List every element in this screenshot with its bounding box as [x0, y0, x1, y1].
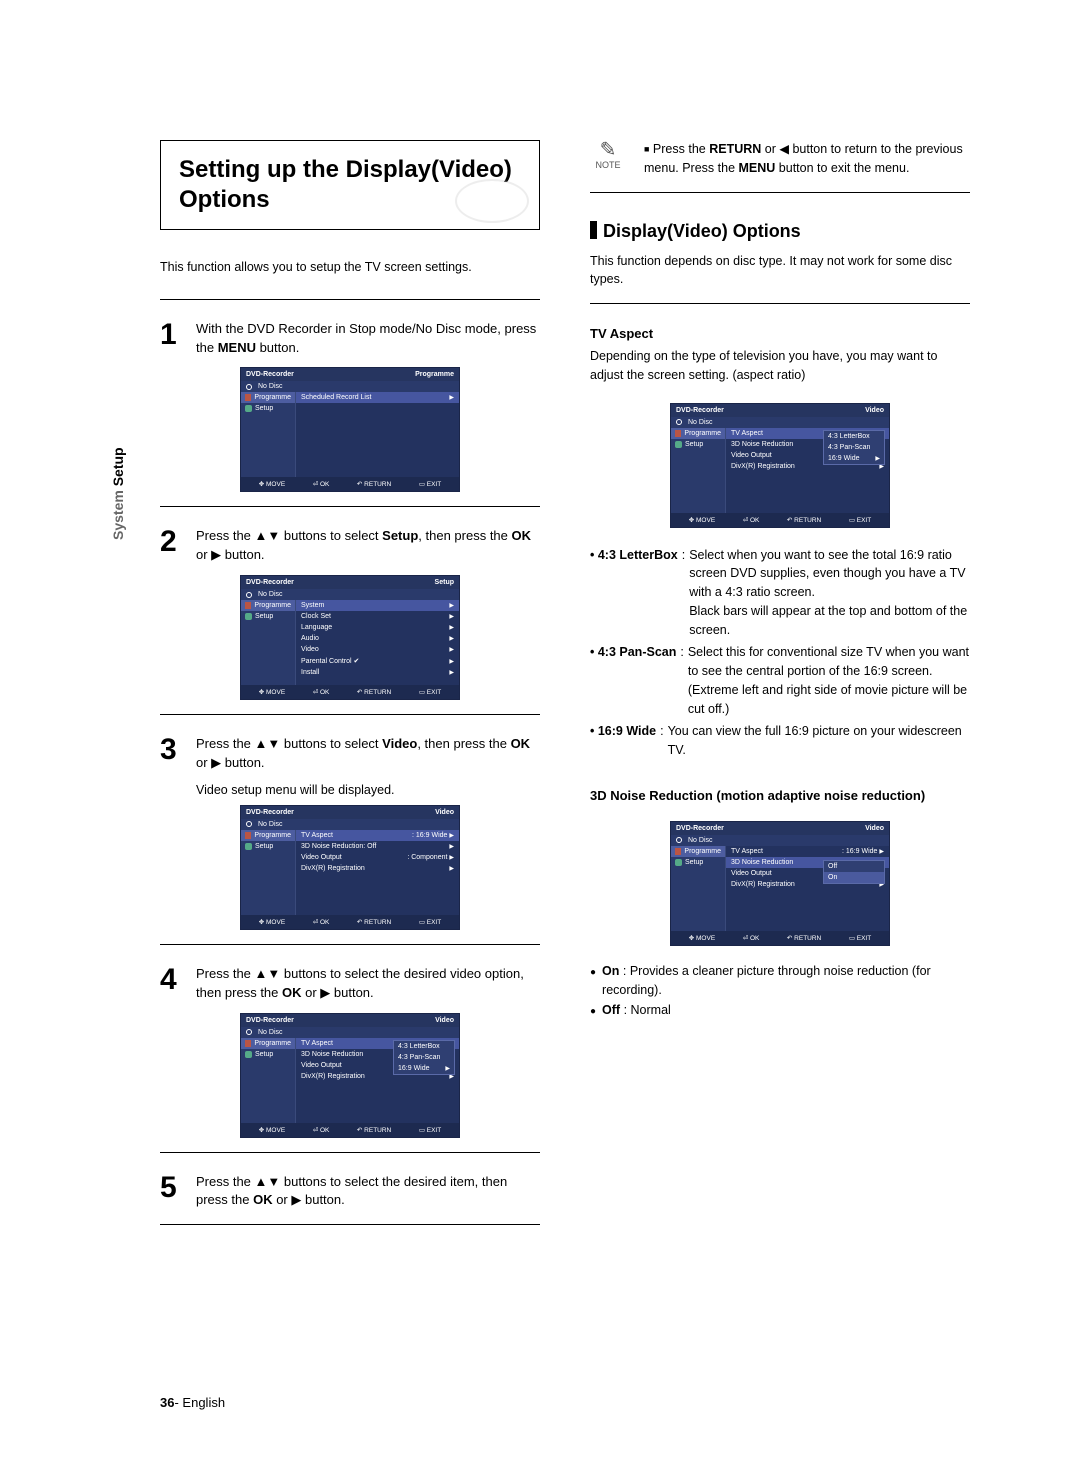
noise-list: ●On : Provides a cleaner picture through… — [590, 962, 970, 1020]
step-number: 1 — [160, 320, 186, 358]
list-item: ●On : Provides a cleaner picture through… — [590, 962, 970, 1000]
right-intro: This function depends on disc type. It m… — [590, 252, 970, 290]
step-number: 5 — [160, 1173, 186, 1211]
section-heading: Display(Video) Options — [590, 221, 970, 242]
osd-noise: DVD-RecorderVideo No Disc ProgrammeSetup… — [670, 821, 890, 946]
step-3: 3 Press the ▲▼ buttons to select Video, … — [160, 735, 540, 773]
osd-step1: DVD-RecorderProgramme No Disc ProgrammeS… — [240, 367, 460, 492]
divider — [160, 944, 540, 945]
list-item: • 16:9 Wide:You can view the full 16:9 p… — [590, 722, 970, 760]
side-section-label: System Setup — [110, 447, 126, 540]
page-title: Setting up the Display(Video) Options — [160, 140, 540, 230]
osd-tv-aspect: DVD-RecorderVideo No Disc ProgrammeSetup… — [670, 403, 890, 528]
intro-text: This function allows you to setup the TV… — [160, 258, 540, 277]
step-text: With the DVD Recorder in Stop mode/No Di… — [196, 320, 540, 358]
osd-step3: DVD-RecorderVideo No Disc ProgrammeSetup… — [240, 805, 460, 930]
step-2: 2 Press the ▲▼ buttons to select Setup, … — [160, 527, 540, 565]
step-4: 4 Press the ▲▼ buttons to select the des… — [160, 965, 540, 1003]
divider — [160, 1152, 540, 1153]
step-text: Press the ▲▼ buttons to select the desir… — [196, 1173, 540, 1211]
right-column: ✎ NOTE ■ Press the RETURN or ◀ button to… — [590, 140, 970, 1245]
left-column: Setting up the Display(Video) Options Th… — [160, 140, 540, 1245]
tv-aspect-list: • 4:3 LetterBox:Select when you want to … — [590, 546, 970, 760]
divider — [160, 506, 540, 507]
step-number: 3 — [160, 735, 186, 773]
divider — [160, 714, 540, 715]
tv-aspect-intro: Depending on the type of television you … — [590, 347, 970, 385]
step-text: Press the ▲▼ buttons to select Video, th… — [196, 735, 540, 773]
note-icon: ✎ NOTE — [590, 140, 626, 170]
divider — [590, 303, 970, 304]
list-item: • 4:3 LetterBox:Select when you want to … — [590, 546, 970, 640]
note-text: ■ Press the RETURN or ◀ button to return… — [644, 140, 970, 178]
step-text: Press the ▲▼ buttons to select the desir… — [196, 965, 540, 1003]
divider — [160, 299, 540, 300]
note-block: ✎ NOTE ■ Press the RETURN or ◀ button to… — [590, 140, 970, 178]
step-1: 1 With the DVD Recorder in Stop mode/No … — [160, 320, 540, 358]
osd-step2: DVD-RecorderSetup No Disc ProgrammeSetup… — [240, 575, 460, 700]
divider — [590, 192, 970, 193]
page-footer: 36- English — [160, 1395, 225, 1410]
noise-heading: 3D Noise Reduction (motion adaptive nois… — [590, 788, 970, 803]
divider — [160, 1224, 540, 1225]
page-columns: Setting up the Display(Video) Options Th… — [160, 140, 970, 1245]
step-number: 4 — [160, 965, 186, 1003]
step-5: 5 Press the ▲▼ buttons to select the des… — [160, 1173, 540, 1211]
list-item: • 4:3 Pan-Scan:Select this for conventio… — [590, 643, 970, 718]
step3-sub: Video setup menu will be displayed. — [196, 783, 540, 797]
tv-aspect-heading: TV Aspect — [590, 326, 970, 341]
list-item: ●Off : Normal — [590, 1001, 970, 1020]
osd-step4: DVD-RecorderVideo No Disc ProgrammeSetup… — [240, 1013, 460, 1138]
step-text: Press the ▲▼ buttons to select Setup, th… — [196, 527, 540, 565]
step-number: 2 — [160, 527, 186, 565]
